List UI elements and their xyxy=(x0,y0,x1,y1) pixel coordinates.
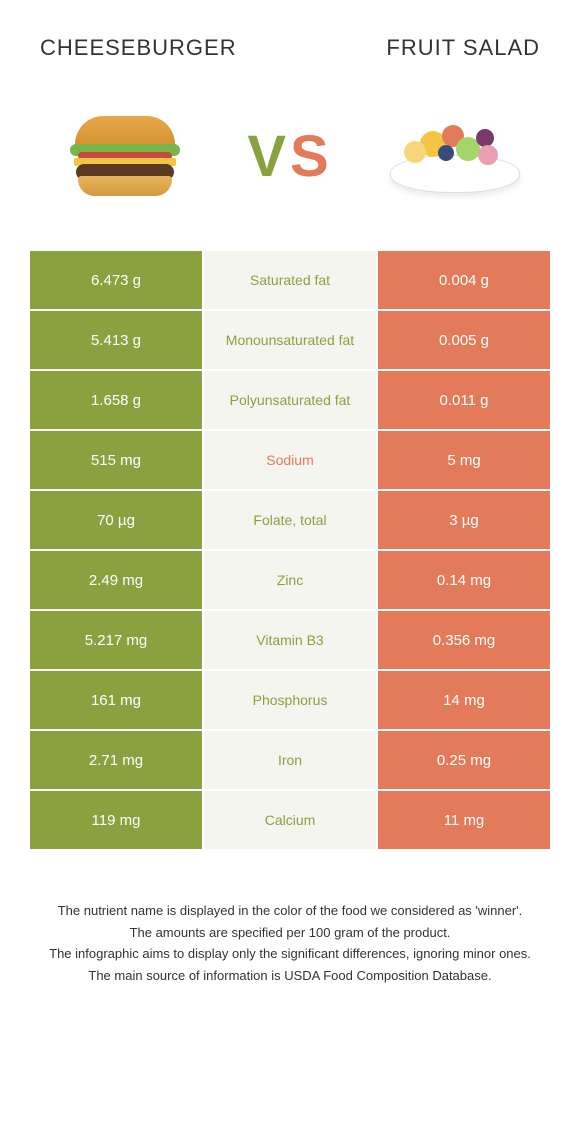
left-value-cell: 2.49 mg xyxy=(30,551,202,609)
cheeseburger-image xyxy=(50,101,200,211)
left-value-cell: 5.413 g xyxy=(30,311,202,369)
footnote-line: The infographic aims to display only the… xyxy=(40,944,540,964)
footnote-line: The main source of information is USDA F… xyxy=(40,966,540,986)
table-row: 5.413 gMonounsaturated fat0.005 g xyxy=(30,311,550,369)
salad-icon xyxy=(390,111,520,201)
table-row: 119 mgCalcium11 mg xyxy=(30,791,550,849)
right-value-cell: 0.004 g xyxy=(378,251,550,309)
left-value-cell: 515 mg xyxy=(30,431,202,489)
left-food-title: CHEESEBURGER xyxy=(40,35,237,61)
footnote-line: The amounts are specified per 100 gram o… xyxy=(40,923,540,943)
vs-row: VS xyxy=(30,91,550,251)
footnotes: The nutrient name is displayed in the co… xyxy=(30,851,550,985)
nutrient-label-cell: Zinc xyxy=(204,551,376,609)
table-row: 2.71 mgIron0.25 mg xyxy=(30,731,550,789)
right-value-cell: 0.356 mg xyxy=(378,611,550,669)
table-row: 161 mgPhosphorus14 mg xyxy=(30,671,550,729)
vs-s: S xyxy=(290,124,333,189)
table-row: 1.658 gPolyunsaturated fat0.011 g xyxy=(30,371,550,429)
table-row: 5.217 mgVitamin B30.356 mg xyxy=(30,611,550,669)
right-value-cell: 11 mg xyxy=(378,791,550,849)
nutrient-label-cell: Monounsaturated fat xyxy=(204,311,376,369)
nutrient-label-cell: Polyunsaturated fat xyxy=(204,371,376,429)
right-value-cell: 3 µg xyxy=(378,491,550,549)
right-value-cell: 5 mg xyxy=(378,431,550,489)
nutrient-comparison-table: 6.473 gSaturated fat0.004 g5.413 gMonoun… xyxy=(30,251,550,849)
table-row: 70 µgFolate, total3 µg xyxy=(30,491,550,549)
nutrient-label-cell: Iron xyxy=(204,731,376,789)
right-value-cell: 0.011 g xyxy=(378,371,550,429)
table-row: 2.49 mgZinc0.14 mg xyxy=(30,551,550,609)
right-food-title: FRUIT SALAD xyxy=(386,35,540,61)
right-value-cell: 14 mg xyxy=(378,671,550,729)
left-value-cell: 119 mg xyxy=(30,791,202,849)
left-value-cell: 161 mg xyxy=(30,671,202,729)
left-value-cell: 70 µg xyxy=(30,491,202,549)
nutrient-label-cell: Saturated fat xyxy=(204,251,376,309)
nutrient-label-cell: Sodium xyxy=(204,431,376,489)
burger-icon xyxy=(70,116,180,196)
right-value-cell: 0.005 g xyxy=(378,311,550,369)
vs-v: V xyxy=(247,124,290,189)
nutrient-label-cell: Calcium xyxy=(204,791,376,849)
left-value-cell: 1.658 g xyxy=(30,371,202,429)
nutrient-label-cell: Vitamin B3 xyxy=(204,611,376,669)
left-value-cell: 2.71 mg xyxy=(30,731,202,789)
vs-label: VS xyxy=(247,123,332,190)
right-value-cell: 0.25 mg xyxy=(378,731,550,789)
nutrient-label-cell: Phosphorus xyxy=(204,671,376,729)
fruit-salad-image xyxy=(380,101,530,211)
left-value-cell: 6.473 g xyxy=(30,251,202,309)
footnote-line: The nutrient name is displayed in the co… xyxy=(40,901,540,921)
right-value-cell: 0.14 mg xyxy=(378,551,550,609)
left-value-cell: 5.217 mg xyxy=(30,611,202,669)
table-row: 515 mgSodium5 mg xyxy=(30,431,550,489)
nutrient-label-cell: Folate, total xyxy=(204,491,376,549)
table-row: 6.473 gSaturated fat0.004 g xyxy=(30,251,550,309)
comparison-header: CHEESEBURGER FRUIT SALAD xyxy=(30,35,550,91)
